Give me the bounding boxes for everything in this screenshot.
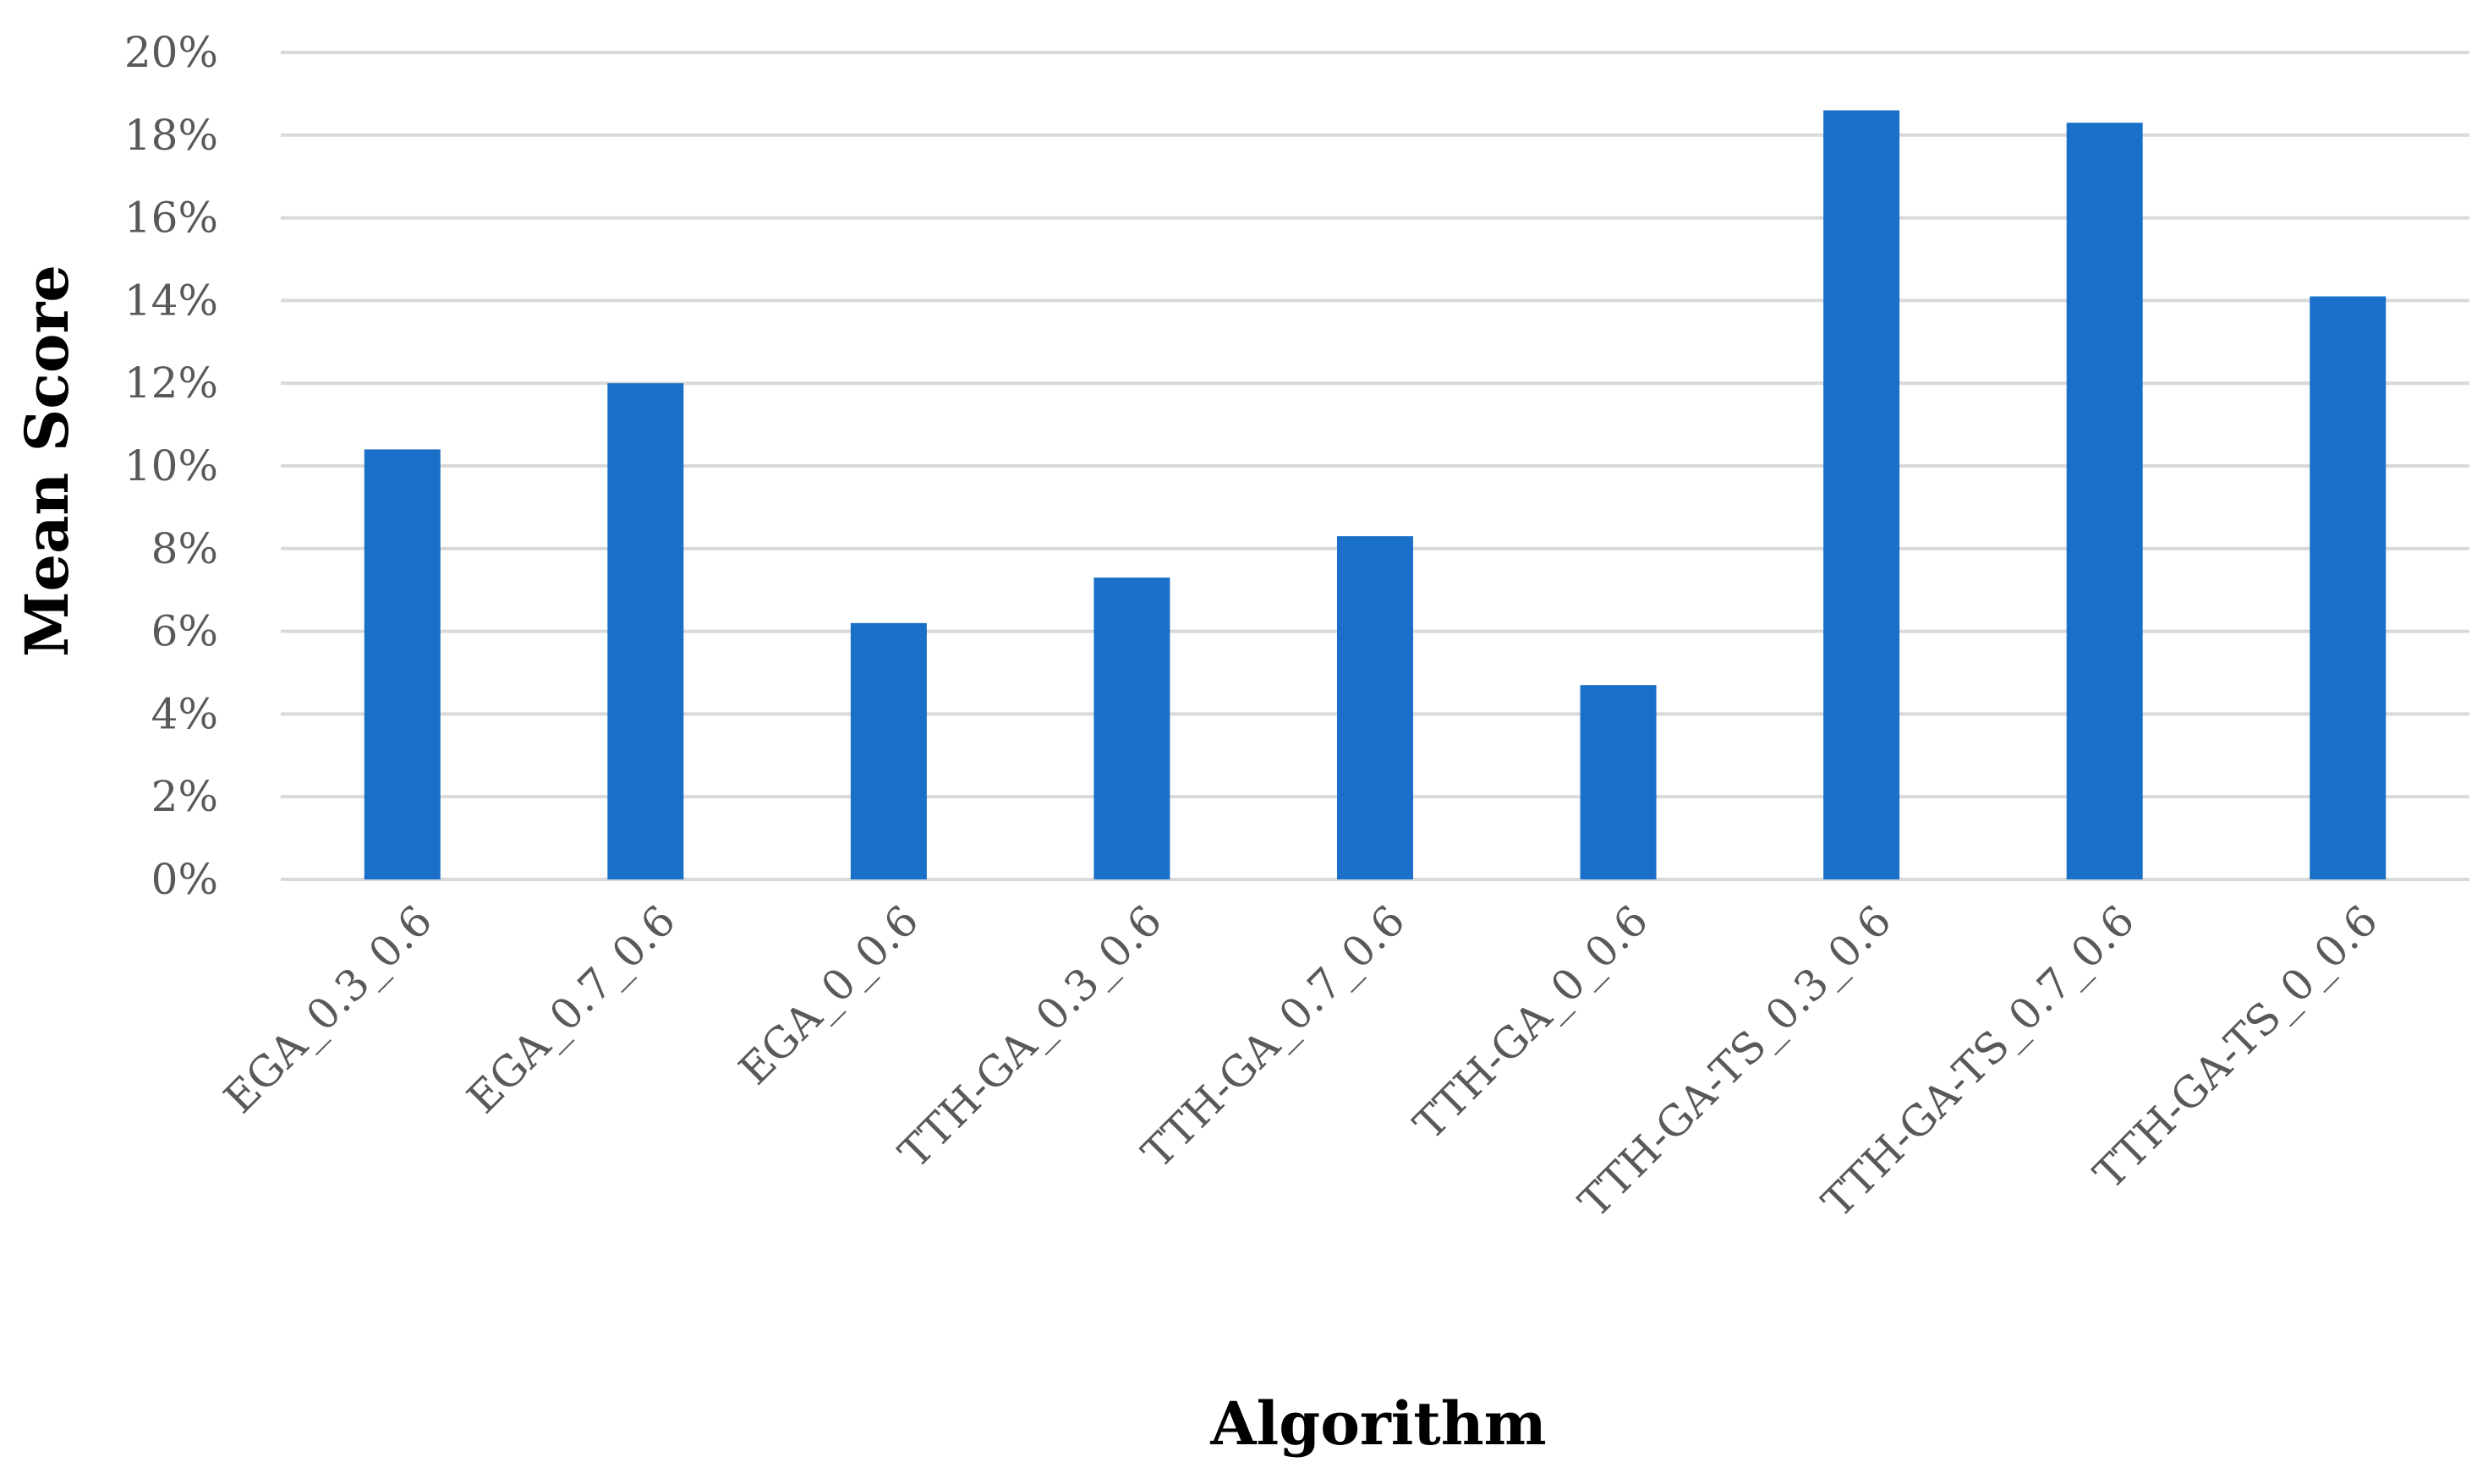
x-tick-label: EGA_0.7_0.6 xyxy=(458,895,684,1122)
bar xyxy=(364,449,441,879)
x-axis-ticks: EGA_0.3_0.6 EGA_0.7_0.6 EGA_0_0.6TTH-GA_0.… xyxy=(215,895,2387,1227)
bar xyxy=(1337,536,1413,879)
y-tick-label: 12% xyxy=(124,359,218,408)
bar xyxy=(850,622,927,879)
x-tick-label: TTH-GA_0_0.6 xyxy=(1405,895,1658,1148)
bar xyxy=(607,383,684,879)
x-tick-label: TTH-GA_0.7_0.6 xyxy=(1132,895,1414,1177)
bar xyxy=(2066,123,2143,879)
bar xyxy=(1093,578,1170,879)
x-tick-label: TTH-GA_0.3_0.6 xyxy=(890,895,1171,1177)
y-axis-ticks: 0% 2% 4% 6% 8% 10% 12% 14% 16% 18% 20% xyxy=(124,28,218,904)
x-tick-label: EGA_0_0.6 xyxy=(730,895,929,1094)
y-tick-label: 8% xyxy=(151,524,218,573)
y-tick-label: 6% xyxy=(151,607,218,656)
y-tick-label: 14% xyxy=(124,276,218,325)
y-tick-label: 18% xyxy=(124,111,218,160)
y-axis-title: Mean Score xyxy=(12,265,82,657)
bar xyxy=(1580,685,1657,879)
y-tick-label: 4% xyxy=(151,689,218,738)
y-tick-label: 2% xyxy=(151,772,218,821)
bars xyxy=(364,110,2387,879)
y-tick-label: 16% xyxy=(124,194,218,243)
y-tick-label: 20% xyxy=(124,28,218,77)
bar xyxy=(2310,296,2387,879)
x-tick-label: EGA_0.3_0.6 xyxy=(215,895,441,1122)
x-axis-title: Algorithm xyxy=(1209,1388,1546,1459)
y-tick-label: 0% xyxy=(151,855,218,904)
y-tick-label: 10% xyxy=(124,441,218,490)
bar xyxy=(1823,110,1900,879)
